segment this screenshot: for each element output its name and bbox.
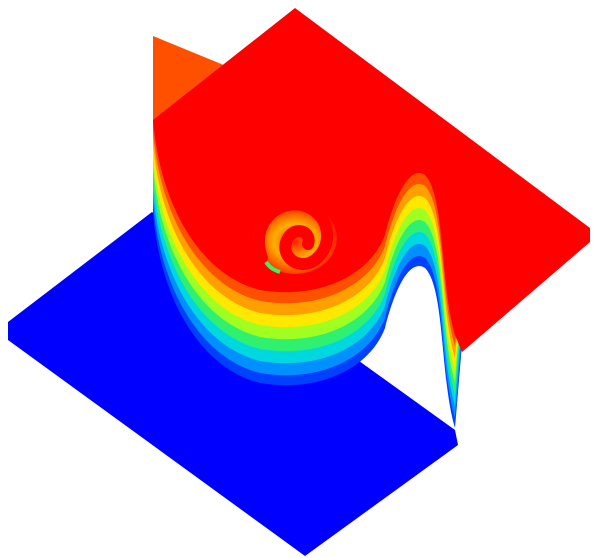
upper-plateau xyxy=(153,8,590,352)
swirl-arm xyxy=(252,198,334,270)
swirl-edge xyxy=(264,260,281,274)
swirl xyxy=(252,198,337,274)
lower-plane xyxy=(8,212,458,556)
